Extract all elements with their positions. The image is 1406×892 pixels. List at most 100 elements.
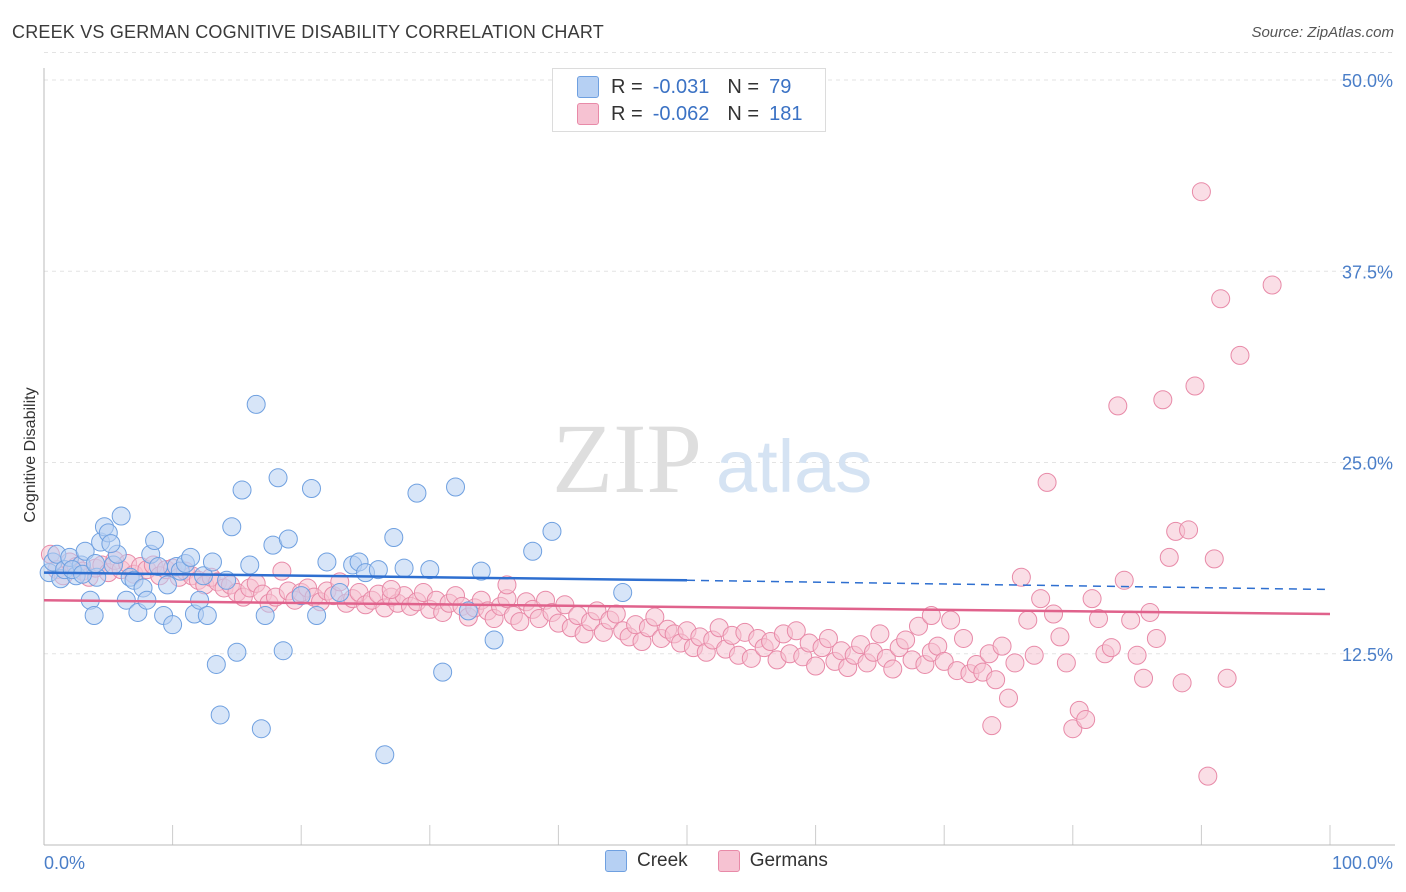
- creek-point: [446, 477, 466, 497]
- creek-point: [301, 479, 321, 499]
- creek-point: [197, 606, 217, 625]
- watermark-zip: ZIP: [552, 403, 702, 514]
- creek-trend-line: [43, 571, 688, 582]
- germans-point: [1191, 182, 1211, 202]
- creek-point: [202, 552, 222, 572]
- chart-title: CREEK VS GERMAN COGNITIVE DISABILITY COR…: [12, 22, 604, 42]
- n-value: 79: [769, 75, 792, 98]
- x-tick-label: 100.0%: [1332, 853, 1393, 873]
- creek-point: [613, 583, 633, 603]
- creek-point: [255, 606, 275, 625]
- creek-point: [291, 586, 311, 606]
- germans-point: [953, 628, 973, 648]
- germans-point: [1018, 610, 1038, 630]
- series-legend: Creek Germans: [605, 850, 828, 872]
- creek-point: [375, 745, 395, 765]
- creek-point: [206, 654, 226, 674]
- germans-point: [982, 716, 1002, 736]
- creek-point: [420, 560, 440, 580]
- creek-swatch: [577, 76, 599, 98]
- legend-item-germans[interactable]: Germans: [717, 850, 828, 872]
- watermark: ZIP atlas: [552, 403, 872, 514]
- y-axis-label: Cognitive Disability: [22, 387, 39, 522]
- germans-point: [1044, 604, 1064, 624]
- creek-point: [85, 553, 105, 573]
- germans-point: [1024, 645, 1044, 665]
- r-label: R =: [611, 75, 643, 98]
- germans-point: [1198, 766, 1218, 786]
- creek-point: [111, 506, 131, 526]
- germans-point: [1262, 275, 1282, 295]
- tick-labels: 12.5% 25.0% 37.5% 50.0% 0.0% 100.0%: [44, 71, 1393, 873]
- germans-point: [1121, 610, 1141, 630]
- germans-point: [1211, 289, 1231, 309]
- r-label: R =: [611, 102, 643, 125]
- legend-label-germans: Germans: [749, 850, 828, 871]
- germans-swatch: [577, 103, 599, 125]
- creek-point: [542, 521, 562, 541]
- creek-legend-swatch: [605, 850, 627, 872]
- creek-point: [240, 555, 260, 575]
- germans-point: [1185, 376, 1205, 396]
- creek-point: [407, 483, 427, 503]
- creek-point: [433, 662, 453, 682]
- germans-point: [1159, 547, 1179, 567]
- creek-point: [145, 531, 165, 551]
- germans-point: [1082, 589, 1102, 609]
- points-layer: [39, 182, 1282, 786]
- germans-point: [921, 606, 941, 625]
- germans-point: [510, 612, 530, 632]
- x-tick-label: 0.0%: [44, 853, 85, 873]
- germans-point: [1146, 628, 1166, 648]
- creek-point: [157, 575, 177, 595]
- creek-point: [246, 394, 266, 414]
- creek-point: [101, 534, 121, 554]
- germans-point: [896, 630, 916, 650]
- watermark-atlas: atlas: [716, 425, 872, 508]
- creek-point: [232, 480, 252, 500]
- germans-point: [786, 621, 806, 641]
- germans-point: [1011, 567, 1031, 587]
- creek-point: [190, 590, 210, 610]
- n-label: N =: [727, 102, 760, 125]
- creek-point: [227, 642, 247, 662]
- germans-legend-swatch: [717, 850, 740, 872]
- germans-point: [1076, 710, 1096, 730]
- creek-point: [368, 560, 388, 580]
- creek-point: [458, 601, 478, 621]
- creek-point: [273, 641, 293, 661]
- r-value: -0.062: [652, 102, 710, 125]
- germans-point: [1005, 653, 1025, 673]
- creek-point: [523, 541, 543, 561]
- germans-point: [1230, 345, 1250, 365]
- y-tick-label: 37.5%: [1342, 262, 1393, 282]
- germans-point: [741, 648, 761, 668]
- creek-point: [75, 541, 95, 561]
- germans-point: [1037, 472, 1057, 492]
- germans-point: [1050, 627, 1070, 647]
- creek-point: [330, 583, 350, 603]
- germans-point: [870, 624, 890, 644]
- creek-point: [471, 561, 491, 581]
- r-value: -0.031: [652, 75, 710, 98]
- stats-legend: R = -0.031 N = 79 R = -0.062 N = 181: [552, 68, 826, 132]
- legend-item-creek[interactable]: Creek: [605, 850, 688, 872]
- germans-point: [1217, 668, 1237, 688]
- germans-point: [818, 628, 838, 648]
- germans-point: [1204, 549, 1224, 569]
- germans-point: [1108, 396, 1128, 416]
- trend-layer: [43, 571, 1331, 616]
- germans-point: [1101, 638, 1121, 658]
- germans-point: [1172, 673, 1192, 693]
- germans-point: [806, 656, 826, 676]
- germans-point: [999, 688, 1018, 708]
- creek-point: [251, 719, 271, 739]
- germans-point: [908, 616, 928, 636]
- germans-point: [497, 575, 517, 595]
- creek-point: [163, 615, 183, 635]
- n-label: N =: [727, 75, 760, 98]
- germans-point: [1056, 653, 1076, 673]
- germans-point: [1179, 520, 1199, 540]
- creek-point: [484, 630, 504, 650]
- y-tick-label: 25.0%: [1342, 454, 1393, 474]
